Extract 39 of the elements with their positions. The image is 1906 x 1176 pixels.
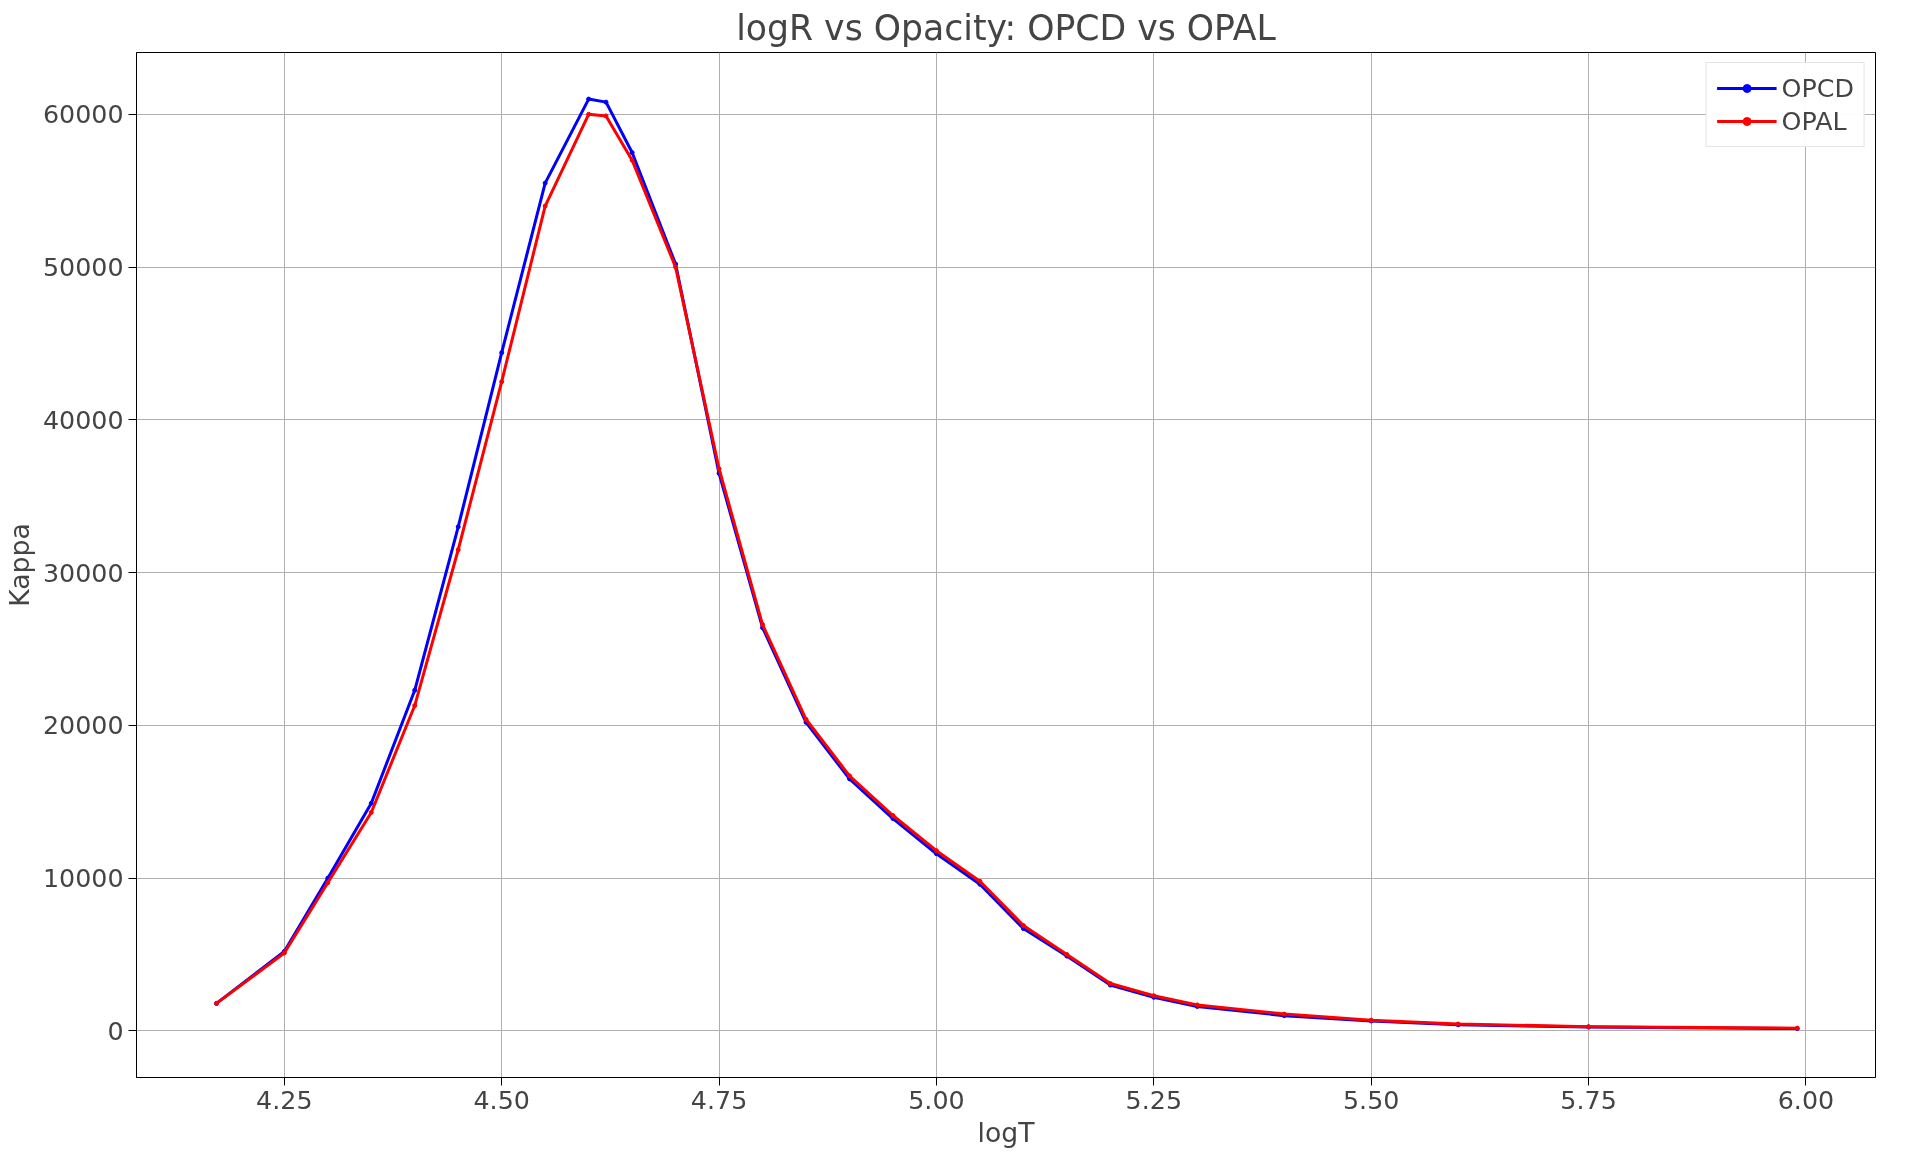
point xyxy=(586,111,592,117)
x-tick-label: 6.00 xyxy=(1777,1084,1835,1115)
point xyxy=(412,687,418,693)
x-tick-label: 4.50 xyxy=(473,1084,530,1115)
y-tick-label: 20000 xyxy=(42,710,124,741)
point xyxy=(629,157,635,163)
point xyxy=(542,180,548,186)
y-tick-label: 10000 xyxy=(42,863,124,894)
point xyxy=(586,96,592,102)
point xyxy=(368,809,374,815)
point xyxy=(455,547,461,553)
x-tick-label: 5.50 xyxy=(1342,1084,1400,1115)
point xyxy=(455,524,461,530)
point xyxy=(603,99,609,105)
legend-label: OPAL xyxy=(1781,106,1847,136)
point xyxy=(325,880,331,886)
legend-label: OPCD xyxy=(1781,73,1854,103)
x-tick-label: 4.25 xyxy=(256,1084,313,1115)
point xyxy=(542,203,548,209)
point xyxy=(368,800,374,806)
x-tick-label: 5.00 xyxy=(908,1084,965,1115)
x-axis-title: logT xyxy=(977,1116,1036,1148)
y-tick-label: 0 xyxy=(107,1015,124,1046)
y-tick-label: 30000 xyxy=(42,557,124,588)
y-axis-title: Kappa xyxy=(3,523,35,607)
x-tick-label: 5.75 xyxy=(1560,1084,1617,1115)
point xyxy=(499,350,505,356)
x-tick-label: 5.25 xyxy=(1125,1084,1183,1115)
point xyxy=(1020,923,1026,928)
y-tick-label: 60000 xyxy=(42,99,124,130)
point xyxy=(716,466,722,472)
point xyxy=(603,113,609,119)
y-tick-label: 40000 xyxy=(42,404,124,435)
point xyxy=(629,150,635,156)
point xyxy=(412,703,418,709)
x-tick-label: 4.75 xyxy=(690,1084,748,1115)
chart-title: logR vs Opacity: OPCD vs OPAL xyxy=(736,7,1277,48)
point xyxy=(499,379,505,385)
y-tick-label: 50000 xyxy=(42,252,124,283)
